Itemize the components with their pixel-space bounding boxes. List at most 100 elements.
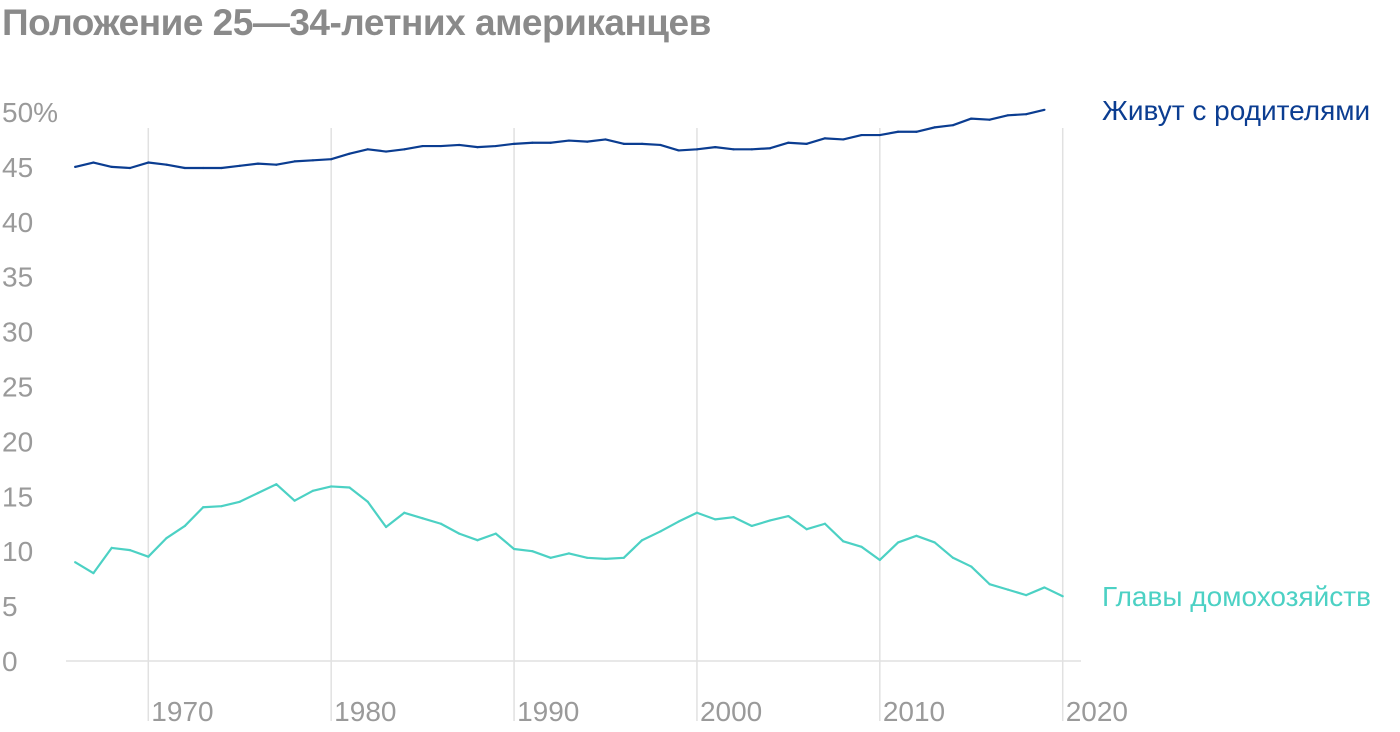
- axis-layer: 1970 1980 1990 2000 2010 2020 0 5 10 15 20 25 30 35 40…: [2, 97, 1128, 727]
- series-1-point-1998: [659, 530, 662, 533]
- series-1-point-1994: [586, 556, 589, 559]
- series-1-point-1984: [403, 511, 406, 514]
- series-1-point-2008: [842, 540, 845, 543]
- series-1-point-1974: [220, 505, 223, 508]
- series-0-point-1995: [604, 138, 607, 141]
- series-1-point-1977: [275, 483, 278, 486]
- series-0-point-2019: [1043, 108, 1046, 111]
- y-tick-label-5: 5: [2, 591, 18, 622]
- series-1-point-1978: [293, 499, 296, 502]
- series-1-point-2003: [750, 524, 753, 528]
- series-0-point-1972: [183, 166, 186, 170]
- series-label-0: Живут с родителями: [1102, 95, 1370, 126]
- series-0-point-1967: [92, 161, 95, 164]
- y-tick-label-0: 0: [2, 646, 18, 677]
- series-1-point-1996: [622, 556, 625, 559]
- series-layer: [74, 108, 1064, 598]
- series-line-0: [74, 108, 1045, 170]
- series-1-point-1991: [531, 550, 534, 553]
- series-0-point-1993: [567, 139, 571, 142]
- series-1-point-1983: [384, 525, 388, 529]
- series-label-1: Главы домохозяйств: [1102, 581, 1371, 612]
- series-1-point-1975: [238, 500, 241, 503]
- series-0-point-1971: [165, 163, 168, 166]
- series-1-point-2002: [732, 516, 735, 519]
- series-1-point-2015: [970, 565, 973, 568]
- series-1-point-2017: [1006, 588, 1009, 591]
- series-1-point-1981: [348, 486, 351, 489]
- series-0-point-1984: [403, 148, 406, 151]
- series-0-point-2006: [805, 142, 808, 145]
- series-1-point-1980: [330, 485, 333, 488]
- series-0-point-1998: [659, 143, 662, 147]
- x-tick-label-1990: 1990: [517, 696, 579, 727]
- series-1-point-2012: [915, 534, 918, 537]
- series-line-1: [74, 483, 1064, 598]
- series-1-point-2020: [1061, 595, 1064, 598]
- series-0-point-2005: [787, 141, 790, 144]
- y-tick-label-30: 30: [2, 317, 33, 348]
- y-tick-label-50: 50%: [2, 97, 58, 128]
- x-tick-label-2000: 2000: [700, 696, 762, 727]
- x-tick-label-2020: 2020: [1066, 696, 1128, 727]
- series-0-point-1974: [220, 166, 223, 170]
- series-1-point-1999: [677, 520, 680, 523]
- series-label-layer: Живут с родителями Главы домохозяйств: [1102, 95, 1371, 612]
- series-0-point-1979: [311, 159, 314, 162]
- series-0-point-2014: [951, 124, 955, 127]
- series-0-point-2004: [769, 147, 772, 150]
- series-1-point-1993: [567, 552, 571, 555]
- y-tick-label-35: 35: [2, 262, 33, 293]
- series-1-point-1989: [494, 532, 497, 535]
- series-0-point-1977: [275, 163, 278, 166]
- series-0-point-1997: [640, 142, 644, 145]
- series-0-point-1992: [549, 141, 552, 144]
- series-1-point-2005: [787, 514, 790, 518]
- series-1-point-1973: [202, 506, 205, 509]
- series-1-point-2011: [897, 541, 900, 544]
- series-0-point-2003: [750, 148, 753, 151]
- series-1-point-2013: [933, 541, 936, 544]
- series-0-point-1989: [494, 144, 497, 148]
- series-1-point-1972: [183, 524, 186, 528]
- series-1-point-1971: [165, 536, 168, 540]
- chart-title: Положение 25—34-летних американцев: [2, 2, 711, 43]
- series-1-point-1969: [128, 549, 132, 552]
- series-0-point-1994: [586, 140, 589, 143]
- series-1-point-2007: [823, 522, 827, 525]
- series-0-point-1986: [439, 144, 443, 148]
- x-tick-label-2010: 2010: [883, 696, 945, 727]
- series-1-point-2004: [769, 519, 772, 522]
- series-1-point-1995: [604, 557, 607, 560]
- series-1-point-2009: [860, 545, 863, 548]
- series-1-point-2016: [988, 583, 991, 586]
- series-0-point-2010: [878, 133, 881, 137]
- series-1-point-1968: [110, 546, 113, 550]
- series-0-point-2009: [860, 133, 863, 137]
- series-0-point-1983: [384, 150, 388, 153]
- y-tick-label-25: 25: [2, 372, 33, 403]
- y-tick-label-20: 20: [2, 426, 33, 457]
- series-1-point-1985: [421, 517, 424, 520]
- series-1-point-1982: [366, 500, 369, 503]
- series-0-point-2002: [732, 148, 735, 151]
- series-1-point-1970: [147, 555, 150, 558]
- y-tick-label-10: 10: [2, 536, 33, 567]
- series-0-point-2017: [1006, 114, 1009, 117]
- series-0-point-1982: [366, 148, 369, 151]
- series-0-point-1976: [256, 162, 260, 165]
- series-0-point-2018: [1025, 113, 1028, 116]
- series-1-point-2019: [1043, 586, 1046, 589]
- series-0-point-1996: [622, 142, 625, 145]
- series-1-point-2006: [805, 528, 808, 531]
- series-1-point-1990: [512, 547, 516, 551]
- series-0-point-1969: [128, 166, 132, 170]
- series-0-point-2007: [823, 137, 827, 140]
- series-1-point-2018: [1025, 594, 1028, 597]
- series-0-point-1966: [74, 165, 77, 168]
- y-tick-label-40: 40: [2, 207, 33, 238]
- series-1-point-2014: [951, 556, 955, 559]
- series-0-point-2000: [695, 148, 699, 151]
- series-0-point-2016: [988, 118, 991, 121]
